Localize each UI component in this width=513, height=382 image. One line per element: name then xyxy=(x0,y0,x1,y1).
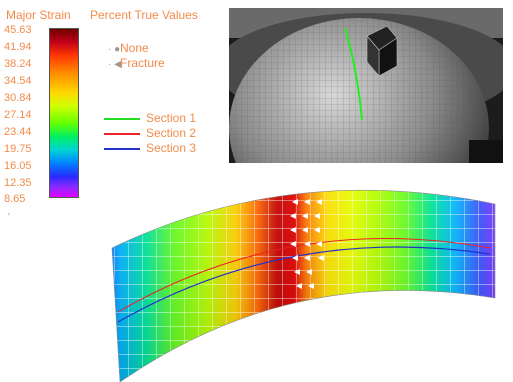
legend-section-2[interactable]: Section 2 xyxy=(104,126,196,140)
specimen-camera-view[interactable] xyxy=(229,8,503,163)
colorbar-tick: 19.75 xyxy=(4,143,32,155)
section-line-swatch xyxy=(104,117,140,120)
colorbar-tick: 27.14 xyxy=(4,109,32,121)
section-line-swatch xyxy=(104,147,140,150)
fracture-markers xyxy=(290,185,324,289)
legend-marker-label: Fracture xyxy=(120,56,165,70)
strain-colorbar xyxy=(49,28,79,198)
section-label: Section 3 xyxy=(146,141,197,155)
colorbar-tick: 12.35 xyxy=(4,177,32,189)
circle-icon: · ● xyxy=(108,44,121,55)
legend-mode-label[interactable]: Percent True Values xyxy=(90,8,198,22)
section-1-trace xyxy=(344,27,363,121)
legend-marker-none[interactable]: · ●None xyxy=(108,41,149,55)
legend-section-3[interactable]: Section 3 xyxy=(104,141,196,155)
colorbar-tick: 8.65 xyxy=(4,193,26,205)
colorbar-tick: 45.63 xyxy=(4,24,32,36)
section-line-swatch xyxy=(104,132,140,135)
colorbar-tick: 23.44 xyxy=(4,126,32,138)
legend-marker-fracture[interactable]: · ◀Fracture xyxy=(108,56,165,70)
colorbar-tick: 38.24 xyxy=(4,58,32,70)
colorbar-tick: 34.54 xyxy=(4,75,32,87)
section-label: Section 2 xyxy=(146,126,197,140)
legend-marker-label: None xyxy=(120,41,149,55)
legend-title: Major Strain xyxy=(6,8,71,22)
colorbar-tick: 16.05 xyxy=(4,160,32,172)
colorbar-tick: 41.94 xyxy=(4,41,32,53)
strain-mesh-plot[interactable] xyxy=(100,172,513,382)
legend-section-1[interactable]: Section 1 xyxy=(104,111,196,125)
colorbar-tick: 30.84 xyxy=(4,92,32,104)
camera-target-cube xyxy=(366,25,398,77)
triangle-left-icon: · ◀ xyxy=(108,59,122,70)
section-2-line xyxy=(117,238,491,313)
section-label: Section 1 xyxy=(146,111,197,125)
stray-mark: ' xyxy=(8,212,10,223)
